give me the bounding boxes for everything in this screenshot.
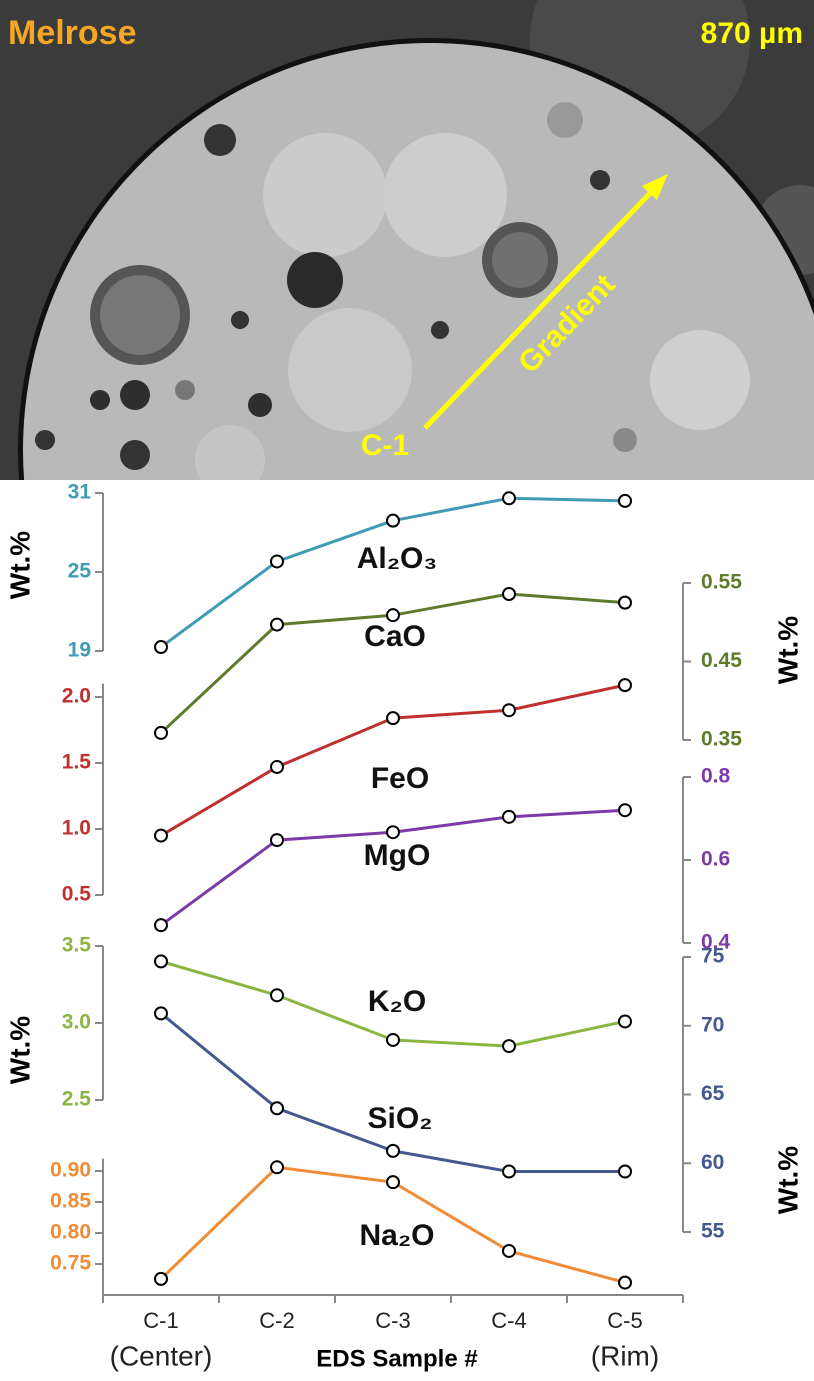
series-label: MgO	[364, 839, 431, 872]
data-point	[386, 711, 400, 726]
x-axis-label: EDS Sample #	[316, 1345, 477, 1372]
x-tick-label: C-1	[143, 1308, 178, 1333]
data-point	[154, 1006, 168, 1021]
data-point	[270, 833, 284, 848]
y-axis-label: Wt.%	[772, 616, 803, 685]
data-point	[270, 554, 284, 569]
data-point	[154, 828, 168, 843]
series-label: Al₂O₃	[357, 542, 438, 575]
start-label: C-1	[361, 429, 409, 462]
data-point	[618, 1164, 632, 1179]
data-point	[270, 1101, 284, 1116]
data-point	[618, 493, 632, 508]
x-tick-label: C-5	[607, 1308, 642, 1333]
data-point	[502, 809, 516, 824]
y-axis-label: Wt.%	[772, 1146, 803, 1215]
y-tick-label: 3.5	[62, 934, 92, 957]
y-tick-label: 55	[701, 1220, 725, 1243]
x-tick-label: C-4	[491, 1308, 526, 1333]
y-tick-label: 1.0	[62, 817, 91, 840]
data-point	[502, 1164, 516, 1179]
y-tick-label: 0.90	[50, 1159, 91, 1182]
y-tick-label: 0.80	[50, 1221, 91, 1244]
series-label: CaO	[364, 620, 426, 653]
sem-image	[0, 0, 814, 480]
data-point	[618, 803, 632, 818]
y-tick-label: 0.55	[701, 571, 742, 594]
data-point	[154, 640, 168, 655]
data-point	[386, 1032, 400, 1047]
data-point	[618, 595, 632, 610]
x-tick-label: C-2	[259, 1308, 294, 1333]
data-point	[270, 617, 284, 632]
data-point	[618, 1275, 632, 1290]
data-point	[154, 954, 168, 969]
data-point	[618, 1014, 632, 1029]
data-point	[154, 725, 168, 740]
x-tick-label: C-3	[375, 1308, 410, 1333]
series-label: K₂O	[368, 985, 426, 1018]
data-point	[386, 1175, 400, 1190]
data-point	[386, 608, 400, 623]
y-tick-label: 19	[68, 639, 91, 662]
series-label: Na₂O	[359, 1219, 434, 1252]
data-point	[502, 1039, 516, 1054]
y-tick-label: 65	[701, 1082, 725, 1105]
y-tick-label: 0.35	[701, 728, 742, 751]
series-label: FeO	[371, 762, 429, 795]
y-tick-label: 0.8	[701, 765, 731, 788]
data-point	[386, 825, 400, 840]
y-tick-label: 2.5	[62, 1088, 92, 1111]
scale-label: 870 µm	[701, 17, 803, 50]
y-tick-label: 0.45	[701, 649, 742, 672]
data-point	[502, 703, 516, 718]
x-tick-note: (Center)	[110, 1340, 213, 1371]
y-tick-label: 0.5	[62, 883, 92, 906]
y-tick-label: 3.0	[62, 1011, 91, 1034]
y-tick-label: 0.4	[701, 931, 731, 954]
y-tick-label: 2.0	[62, 685, 91, 708]
data-point	[154, 918, 168, 933]
image-title: Melrose	[8, 14, 137, 52]
series-label: SiO₂	[367, 1102, 432, 1135]
data-point	[270, 988, 284, 1003]
y-tick-label: 60	[701, 1151, 724, 1174]
y-axis-label: Wt.%	[4, 1016, 35, 1085]
y-axis-label: Wt.%	[4, 531, 35, 600]
y-tick-label: 0.85	[50, 1190, 91, 1213]
data-point	[502, 586, 516, 601]
data-point	[618, 678, 632, 693]
data-point	[386, 513, 400, 528]
y-tick-label: 1.5	[62, 751, 92, 774]
x-tick-note: (Rim)	[591, 1340, 659, 1371]
data-point	[502, 491, 516, 506]
data-point	[270, 759, 284, 774]
data-point	[270, 1160, 284, 1175]
y-tick-label: 70	[701, 1013, 724, 1036]
y-tick-label: 0.75	[50, 1252, 91, 1275]
y-tick-label: 0.6	[701, 848, 730, 871]
data-point	[154, 1271, 168, 1286]
data-point	[502, 1243, 516, 1258]
y-tick-label: 25	[68, 560, 92, 583]
y-tick-label: 31	[68, 481, 92, 504]
data-point	[386, 1143, 400, 1158]
y-tick-label: 75	[701, 945, 725, 968]
